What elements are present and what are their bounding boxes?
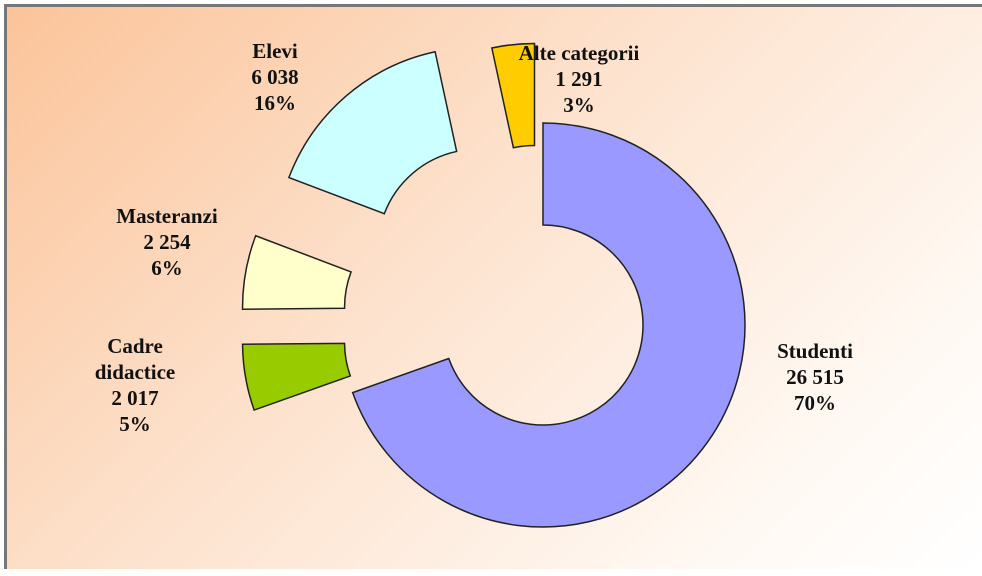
slice-label: Cadre didactice 2 017 5% — [70, 333, 200, 437]
label-line: 70% — [794, 391, 836, 415]
label-line: 16% — [254, 91, 296, 115]
label-line: Masteranzi — [116, 204, 218, 228]
label-line: Alte categorii — [518, 41, 640, 65]
label-line: 6 038 — [251, 65, 299, 89]
slice-label: Studenti 26 515 70% — [745, 338, 885, 416]
slice — [241, 342, 352, 412]
label-line: Elevi — [252, 39, 298, 63]
slice — [490, 42, 536, 149]
label-line: 5% — [119, 412, 151, 436]
label-line: Cadre didactice — [94, 334, 176, 384]
label-line: 3% — [563, 93, 595, 117]
slice-label: Alte categorii 1 291 3% — [479, 40, 679, 118]
slice — [287, 50, 458, 215]
plot — [241, 42, 746, 528]
label-line: 6% — [151, 256, 183, 280]
slice — [351, 122, 746, 528]
label-line: 2 254 — [143, 230, 191, 254]
slice-label: Elevi 6 038 16% — [220, 38, 330, 116]
slice — [241, 234, 353, 310]
chart: Studenti 26 515 70% Cadre didactice 2 017 5% M… — [4, 4, 982, 569]
label-line: 26 515 — [786, 365, 844, 389]
slice-label: Masteranzi 2 254 6% — [87, 203, 247, 281]
label-line: Studenti — [777, 339, 853, 363]
label-line: 1 291 — [555, 67, 603, 91]
label-line: 2 017 — [111, 386, 159, 410]
